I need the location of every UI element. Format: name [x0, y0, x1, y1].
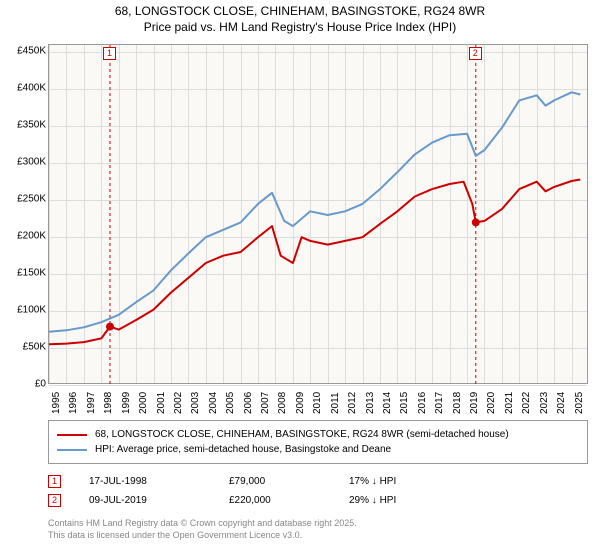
legend-label-price-paid: 68, LONGSTOCK CLOSE, CHINEHAM, BASINGSTO…	[95, 429, 509, 440]
marker-dot	[472, 218, 480, 226]
ytick-label: £200K	[2, 231, 46, 242]
attribution-line-2: This data is licensed under the Open Gov…	[48, 530, 588, 542]
sale-delta: 17% ↓ HPI	[349, 476, 396, 487]
xtick-label: 2012	[347, 392, 358, 414]
xtick-label: 1997	[86, 392, 97, 414]
sale-row: 1 17-JUL-1998 £79,000 17% ↓ HPI	[48, 472, 588, 491]
attribution-block: Contains HM Land Registry data © Crown c…	[48, 518, 588, 541]
xtick-label: 2002	[173, 392, 184, 414]
xtick-label: 1996	[68, 392, 79, 414]
ytick-label: £50K	[2, 342, 46, 353]
ytick-label: £150K	[2, 268, 46, 279]
xtick-label: 2003	[190, 392, 201, 414]
legend-swatch-hpi	[57, 449, 87, 451]
attribution-line-1: Contains HM Land Registry data © Crown c…	[48, 518, 588, 530]
xtick-label: 2005	[225, 392, 236, 414]
plot-svg	[49, 45, 587, 383]
plot-area	[48, 44, 588, 384]
xtick-label: 2018	[452, 392, 463, 414]
sale-price: £220,000	[229, 495, 349, 506]
sale-row: 2 09-JUL-2019 £220,000 29% ↓ HPI	[48, 491, 588, 510]
sale-price: £79,000	[229, 476, 349, 487]
marker-dot	[106, 323, 114, 331]
legend-label-hpi: HPI: Average price, semi-detached house,…	[95, 444, 391, 455]
xtick-label: 2008	[277, 392, 288, 414]
xtick-label: 2022	[521, 392, 532, 414]
marker-label-box: 1	[103, 47, 116, 60]
xtick-label: 2004	[208, 392, 219, 414]
legend-row-price-paid: 68, LONGSTOCK CLOSE, CHINEHAM, BASINGSTO…	[57, 427, 579, 442]
title-line-1: 68, LONGSTOCK CLOSE, CHINEHAM, BASINGSTO…	[0, 4, 600, 20]
ytick-label: £300K	[2, 157, 46, 168]
xtick-label: 2007	[260, 392, 271, 414]
xtick-label: 2019	[469, 392, 480, 414]
below-chart-area: 68, LONGSTOCK CLOSE, CHINEHAM, BASINGSTO…	[48, 420, 588, 541]
xtick-label: 1998	[103, 392, 114, 414]
legend-row-hpi: HPI: Average price, semi-detached house,…	[57, 442, 579, 457]
chart-container: 68, LONGSTOCK CLOSE, CHINEHAM, BASINGSTO…	[0, 0, 600, 560]
series-line-hpi	[49, 92, 580, 331]
ytick-label: £250K	[2, 194, 46, 205]
xtick-label: 2023	[539, 392, 550, 414]
ytick-label: £350K	[2, 120, 46, 131]
xtick-label: 1995	[51, 392, 62, 414]
sale-delta: 29% ↓ HPI	[349, 495, 396, 506]
ytick-label: £400K	[2, 83, 46, 94]
xtick-label: 2025	[574, 392, 585, 414]
xtick-label: 2021	[504, 392, 515, 414]
sale-marker-box: 1	[48, 475, 61, 488]
xtick-label: 2010	[312, 392, 323, 414]
xtick-label: 2017	[434, 392, 445, 414]
title-block: 68, LONGSTOCK CLOSE, CHINEHAM, BASINGSTO…	[0, 0, 600, 35]
xtick-label: 2013	[365, 392, 376, 414]
legend-box: 68, LONGSTOCK CLOSE, CHINEHAM, BASINGSTO…	[48, 420, 588, 464]
title-line-2: Price paid vs. HM Land Registry's House …	[0, 20, 600, 36]
sale-date: 17-JUL-1998	[89, 476, 229, 487]
xtick-label: 2020	[486, 392, 497, 414]
sale-marker-box: 2	[48, 494, 61, 507]
ytick-label: £0	[2, 379, 46, 390]
xtick-label: 2024	[556, 392, 567, 414]
xtick-label: 2014	[382, 392, 393, 414]
xtick-label: 2016	[417, 392, 428, 414]
gridline-h	[49, 385, 587, 386]
xtick-label: 2009	[295, 392, 306, 414]
legend-swatch-price-paid	[57, 434, 87, 436]
marker-label-box: 2	[469, 47, 482, 60]
xtick-label: 2000	[138, 392, 149, 414]
sale-date: 09-JUL-2019	[89, 495, 229, 506]
xtick-label: 2015	[399, 392, 410, 414]
xtick-label: 2011	[330, 392, 341, 414]
series-line-price_paid	[49, 180, 580, 345]
xtick-label: 2006	[243, 392, 254, 414]
ytick-label: £450K	[2, 46, 46, 57]
ytick-label: £100K	[2, 305, 46, 316]
xtick-label: 1999	[121, 392, 132, 414]
xtick-label: 2001	[156, 392, 167, 414]
